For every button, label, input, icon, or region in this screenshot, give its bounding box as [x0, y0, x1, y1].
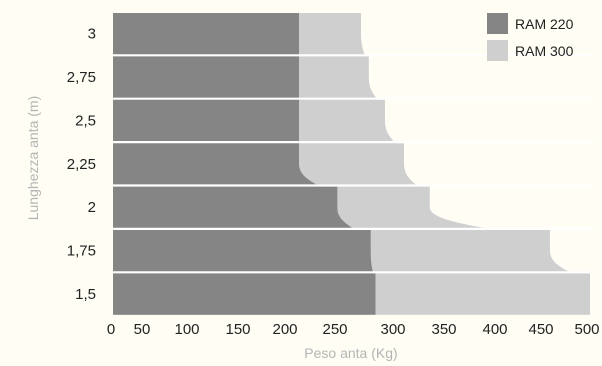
x-tick-label: 450 [528, 321, 553, 338]
bar-ram-220-1-5 [113, 273, 376, 315]
y-tick-label: 1,5 [75, 286, 96, 303]
y-tick-labels: 1,5 1,75 2 2,25 2,5 2,75 3 [67, 26, 96, 303]
bar-ram-220-1-75 [113, 230, 371, 272]
y-tick-label: 2,5 [75, 112, 96, 129]
bar-ram-220-2-25 [113, 143, 299, 185]
x-tick-label: 100 [174, 321, 199, 338]
legend-label: RAM 300 [515, 43, 574, 59]
x-tick-label: 150 [225, 321, 250, 338]
y-tick-label: 2,25 [67, 156, 96, 173]
x-tick-label: 500 [574, 321, 599, 338]
legend-swatch [487, 13, 508, 34]
x-tick-label: 0 [107, 321, 115, 338]
y-tick-label: 2,75 [67, 69, 96, 86]
x-tick-label: 350 [431, 321, 456, 338]
legend: RAM 220 RAM 300 [487, 13, 574, 61]
x-axis-title: Peso anta (Kg) [304, 345, 397, 361]
x-tick-label: 250 [322, 321, 347, 338]
y-tick-label: 3 [88, 26, 96, 43]
x-tick-label: 200 [272, 321, 297, 338]
x-tick-label: 50 [134, 321, 151, 338]
y-tick-label: 1,75 [67, 243, 96, 260]
x-tick-label: 400 [482, 321, 507, 338]
y-axis-title: Lunghezza anta (m) [25, 96, 41, 221]
y-tick-label: 2 [88, 199, 96, 216]
bar-ram-220-2 [113, 186, 338, 228]
legend-swatch [487, 40, 508, 61]
row-separators [113, 54, 594, 274]
x-tick-labels: 0 50 100 150 200 250 300 350 400 450 500 [107, 321, 600, 338]
legend-label: RAM 220 [515, 16, 574, 32]
x-tick-label: 300 [380, 321, 405, 338]
